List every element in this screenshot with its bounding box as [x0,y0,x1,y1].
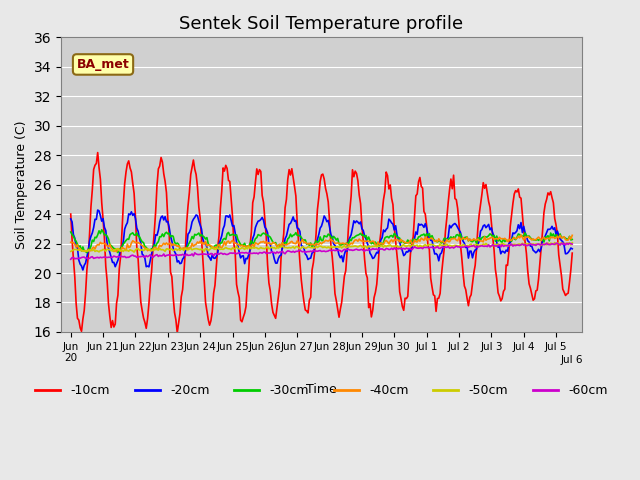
X-axis label: Time: Time [306,383,337,396]
Y-axis label: Soil Temperature (C): Soil Temperature (C) [15,120,28,249]
Title: Sentek Soil Temperature profile: Sentek Soil Temperature profile [179,15,463,33]
Text: BA_met: BA_met [77,58,129,71]
Legend: -10cm, -20cm, -30cm, -40cm, -50cm, -60cm: -10cm, -20cm, -30cm, -40cm, -50cm, -60cm [31,379,612,402]
Text: Jul 6: Jul 6 [561,355,584,364]
